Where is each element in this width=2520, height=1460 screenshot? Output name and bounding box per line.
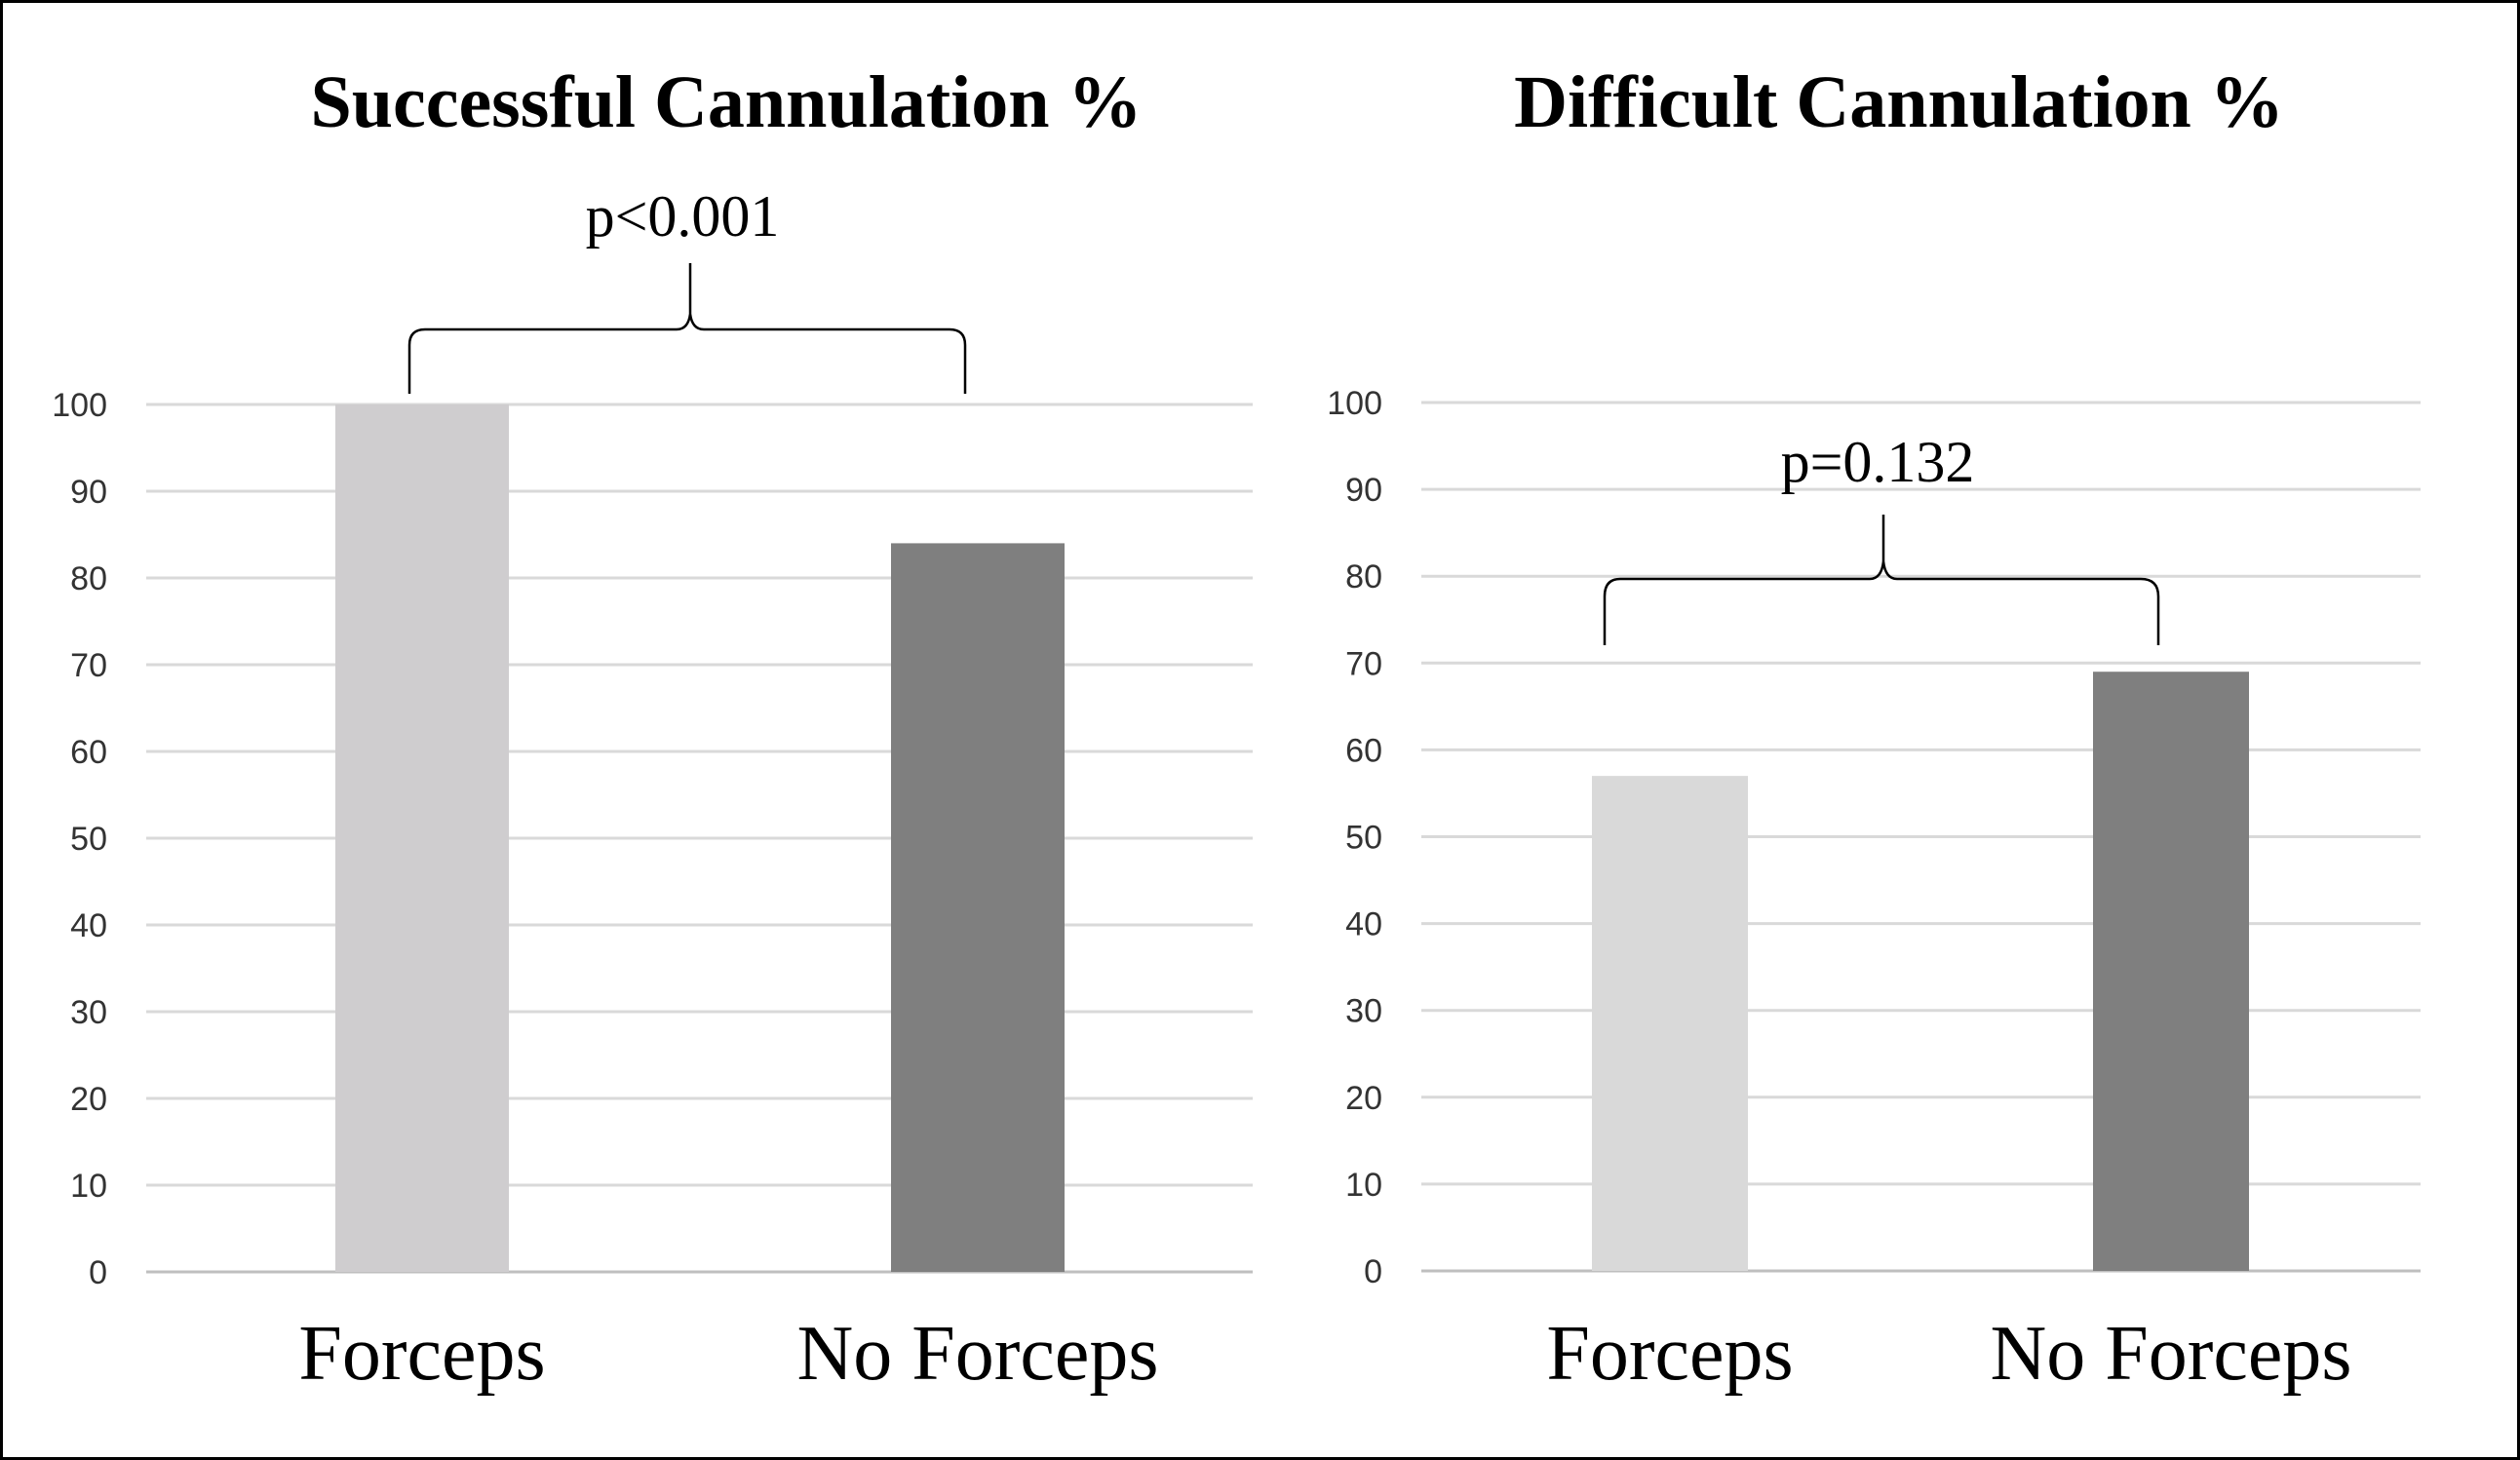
gridlines — [146, 403, 1253, 1274]
bar-forceps — [1592, 776, 1748, 1271]
y-tick-labels: 0 10 20 30 40 50 60 70 80 90 100 — [1327, 385, 1382, 1290]
y-tick-label: 20 — [1345, 1080, 1382, 1117]
category-label: Forceps — [298, 1311, 545, 1397]
chart-title: Successful Cannulation % — [310, 61, 1142, 143]
category-label: No Forceps — [796, 1311, 1158, 1397]
y-tick-label: 30 — [70, 994, 107, 1031]
y-tick-label: 90 — [1345, 472, 1382, 509]
y-tick-label: 0 — [89, 1254, 107, 1291]
y-tick-label: 90 — [70, 474, 107, 511]
bar-no-forceps — [891, 543, 1065, 1272]
significance-brace — [407, 263, 967, 394]
bars — [1592, 672, 2249, 1271]
y-tick-label: 100 — [1327, 385, 1382, 422]
y-tick-labels: 0 10 20 30 40 50 60 70 80 90 100 — [52, 387, 107, 1291]
y-tick-label: 10 — [1345, 1167, 1382, 1204]
p-value-label: p<0.001 — [586, 184, 780, 249]
y-tick-label: 70 — [70, 647, 107, 684]
y-tick-label: 70 — [1345, 645, 1382, 682]
significance-brace — [1603, 515, 2160, 645]
y-tick-label: 20 — [70, 1081, 107, 1118]
y-tick-label: 100 — [52, 387, 107, 424]
y-tick-label: 80 — [1345, 558, 1382, 596]
category-label: Forceps — [1546, 1311, 1793, 1397]
chart-successful-cannulation: Successful Cannulation % 0 10 20 30 40 50 60 70… — [52, 61, 1253, 1397]
y-tick-label: 40 — [1345, 906, 1382, 943]
category-labels: Forceps No Forceps — [1546, 1311, 2351, 1397]
y-tick-label: 60 — [70, 734, 107, 771]
category-label: No Forceps — [1990, 1311, 2351, 1397]
chart-title: Difficult Cannulation % — [1514, 61, 2284, 143]
y-tick-label: 30 — [1345, 993, 1382, 1030]
y-tick-label: 0 — [1364, 1253, 1382, 1290]
y-tick-label: 50 — [1345, 820, 1382, 857]
y-tick-label: 10 — [70, 1168, 107, 1205]
bar-forceps — [335, 404, 509, 1272]
y-tick-label: 50 — [70, 821, 107, 858]
p-value-label: p=0.132 — [1781, 430, 1975, 494]
category-labels: Forceps No Forceps — [298, 1311, 1158, 1397]
bar-no-forceps — [2093, 672, 2249, 1271]
y-tick-label: 60 — [1345, 732, 1382, 769]
gridlines — [1421, 401, 2421, 1273]
y-tick-label: 40 — [70, 907, 107, 944]
chart-difficult-cannulation: Difficult Cannulation % 0 10 20 30 40 50 60 70 8… — [1327, 61, 2421, 1397]
bars — [335, 404, 1065, 1272]
y-tick-label: 80 — [70, 560, 107, 597]
